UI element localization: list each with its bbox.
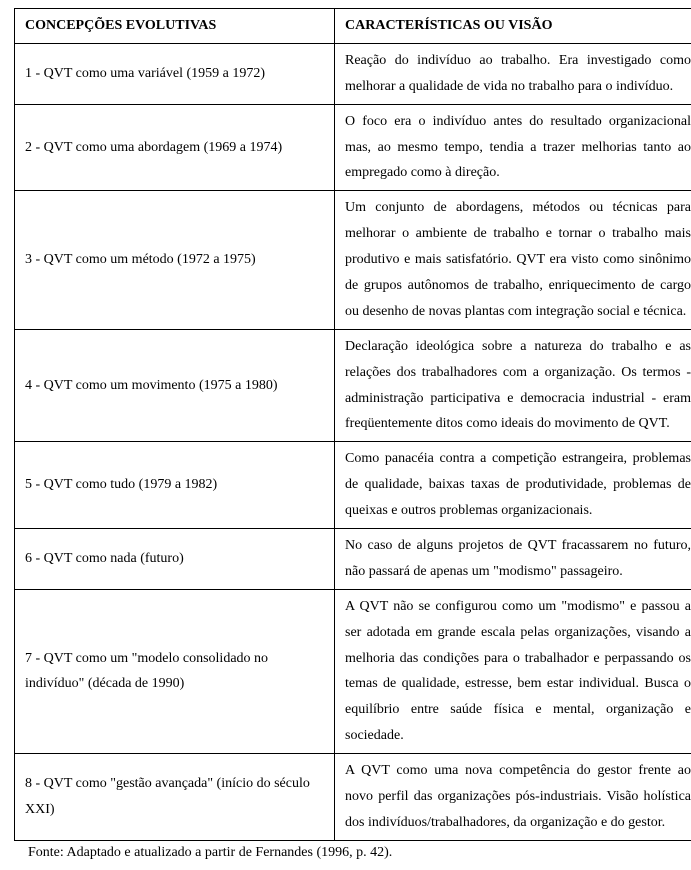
desc-cell: A QVT não se configurou como um "modismo… [335, 589, 691, 753]
concept-cell: 4 - QVT como um movimento (1975 a 1980) [15, 329, 335, 442]
table-row: 4 - QVT como um movimento (1975 a 1980) … [15, 329, 691, 442]
concept-cell: 2 - QVT como uma abordagem (1969 a 1974) [15, 104, 335, 191]
desc-cell: Reação do indivíduo ao trabalho. Era inv… [335, 43, 691, 104]
desc-cell: Declaração ideológica sobre a natureza d… [335, 329, 691, 442]
table-row: 6 - QVT como nada (futuro) No caso de al… [15, 529, 691, 590]
concept-cell: 3 - QVT como um método (1972 a 1975) [15, 191, 335, 329]
desc-cell: A QVT como uma nova competência do gesto… [335, 754, 691, 841]
concept-cell: 6 - QVT como nada (futuro) [15, 529, 335, 590]
header-col-1: CONCEPÇÕES EVOLUTIVAS [15, 9, 335, 44]
page: CONCEPÇÕES EVOLUTIVAS CARACTERÍSTICAS OU… [0, 0, 691, 870]
desc-cell: Um conjunto de abordagens, métodos ou té… [335, 191, 691, 329]
desc-cell: O foco era o indivíduo antes do resultad… [335, 104, 691, 191]
table-row: 5 - QVT como tudo (1979 a 1982) Como pan… [15, 442, 691, 529]
table-row: 7 - QVT como um "modelo consolidado no i… [15, 589, 691, 753]
concept-cell: 8 - QVT como "gestão avançada" (início d… [15, 754, 335, 841]
table-row: 2 - QVT como uma abordagem (1969 a 1974)… [15, 104, 691, 191]
table-row: 8 - QVT como "gestão avançada" (início d… [15, 754, 691, 841]
concept-cell: 5 - QVT como tudo (1979 a 1982) [15, 442, 335, 529]
concept-cell: 1 - QVT como uma variável (1959 a 1972) [15, 43, 335, 104]
desc-cell: No caso de alguns projetos de QVT fracas… [335, 529, 691, 590]
qvt-table: CONCEPÇÕES EVOLUTIVAS CARACTERÍSTICAS OU… [14, 8, 691, 841]
source-note: Fonte: Adaptado e atualizado a partir de… [14, 841, 691, 862]
concept-cell: 7 - QVT como um "modelo consolidado no i… [15, 589, 335, 753]
table-row: 3 - QVT como um método (1972 a 1975) Um … [15, 191, 691, 329]
desc-cell: Como panacéia contra a competição estran… [335, 442, 691, 529]
table-row: 1 - QVT como uma variável (1959 a 1972) … [15, 43, 691, 104]
table-header-row: CONCEPÇÕES EVOLUTIVAS CARACTERÍSTICAS OU… [15, 9, 691, 44]
header-col-2: CARACTERÍSTICAS OU VISÃO [335, 9, 691, 44]
